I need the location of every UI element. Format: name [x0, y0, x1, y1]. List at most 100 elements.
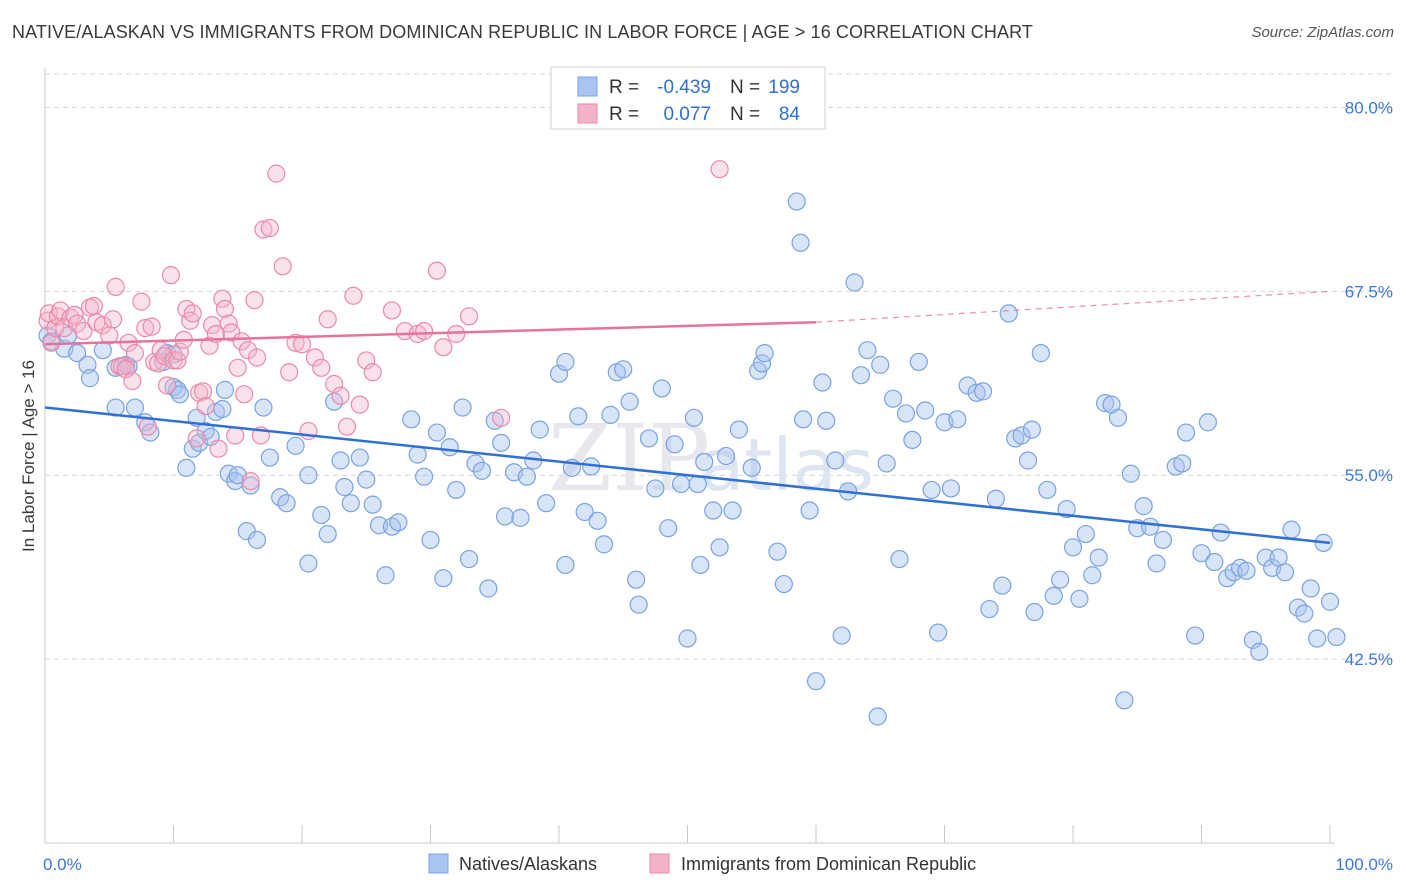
- natives-point: [639, 429, 659, 448]
- legend-swatch-blue: [577, 76, 598, 97]
- dominican-point: [286, 333, 305, 352]
- natives-point: [620, 392, 639, 411]
- natives-point: [845, 273, 864, 292]
- natives-point: [299, 554, 318, 573]
- natives-points: [38, 192, 1346, 726]
- dominican-point: [157, 376, 177, 395]
- dominican-point: [235, 385, 254, 404]
- dominican-point: [104, 310, 123, 329]
- natives-point: [1256, 548, 1275, 567]
- natives-point: [1031, 344, 1050, 363]
- natives-point: [1250, 642, 1269, 661]
- natives-point: [1176, 423, 1196, 442]
- dominican-trend-line: [44, 320, 817, 346]
- dominican-point: [492, 408, 511, 427]
- natives-point: [177, 458, 196, 477]
- dominican-point: [267, 164, 286, 183]
- natives-point: [1089, 548, 1108, 567]
- natives-point: [973, 382, 993, 401]
- dominican-point: [447, 324, 466, 344]
- natives-point: [472, 461, 491, 480]
- natives-point: [511, 508, 530, 527]
- natives-point: [774, 574, 793, 594]
- dominican-point: [241, 471, 260, 491]
- dominican-point: [427, 261, 447, 280]
- dominican-point: [434, 338, 453, 357]
- natives-point: [1108, 408, 1128, 427]
- natives-point: [588, 511, 607, 530]
- natives-point: [247, 530, 267, 550]
- natives-point: [318, 524, 337, 544]
- natives-point: [125, 398, 145, 417]
- natives-point: [877, 454, 896, 473]
- y-tick-label: 55.0%: [1345, 466, 1393, 485]
- dominican-point: [710, 160, 729, 179]
- natives-point: [787, 192, 806, 211]
- dominican-point: [51, 301, 70, 320]
- dominican-point: [350, 395, 369, 414]
- natives-point: [695, 452, 714, 472]
- natives-point: [1153, 530, 1173, 550]
- natives-point: [335, 477, 354, 497]
- dominican-point: [170, 342, 190, 361]
- natives-point: [1243, 630, 1263, 650]
- bottom-legend-label-dominican: Immigrants from Dominican Republic: [681, 854, 976, 874]
- dominican-point: [305, 348, 324, 367]
- dominican-point: [245, 291, 264, 310]
- natives-point: [1320, 592, 1340, 611]
- dominican-point: [200, 336, 219, 355]
- natives-point: [594, 535, 614, 554]
- trend-lines: [44, 290, 1331, 545]
- natives-point: [980, 599, 999, 619]
- natives-point: [440, 438, 459, 457]
- dominican-point: [161, 266, 181, 285]
- natives-point: [80, 369, 100, 388]
- natives-point: [402, 410, 421, 429]
- dominican-point: [125, 344, 145, 363]
- y-tick-label: 67.5%: [1345, 282, 1393, 301]
- dominican-point: [138, 417, 157, 436]
- natives-point: [832, 626, 851, 645]
- natives-point: [928, 623, 948, 642]
- natives-point: [659, 519, 678, 538]
- natives-point: [626, 570, 646, 589]
- dominican-point: [142, 317, 161, 336]
- natives-point: [537, 494, 556, 513]
- natives-point: [241, 476, 260, 495]
- dominican-point: [226, 426, 245, 445]
- natives-point: [704, 501, 723, 520]
- series-legend: Natives/Alaskans Immigrants from Dominic…: [428, 853, 976, 874]
- dominican-point: [273, 257, 292, 276]
- natives-point: [752, 354, 772, 373]
- natives-point: [414, 467, 434, 486]
- natives-point: [299, 466, 318, 485]
- dominican-trend-extension: [815, 290, 1331, 323]
- legend-r-label-1: R =: [609, 77, 639, 98]
- natives-point: [1301, 579, 1320, 598]
- natives-point: [678, 629, 697, 648]
- natives-point: [723, 501, 742, 520]
- natives-point: [1275, 563, 1295, 582]
- natives-point: [999, 304, 1018, 323]
- natives-point: [671, 474, 691, 494]
- dominican-point: [148, 354, 168, 373]
- natives-point: [817, 411, 836, 430]
- dominican-point: [196, 396, 215, 416]
- dominican-point: [280, 363, 299, 382]
- dominican-point: [209, 439, 228, 458]
- natives-point: [941, 479, 961, 498]
- natives-point: [1051, 570, 1070, 589]
- natives-point: [421, 530, 440, 550]
- dominican-point: [247, 348, 267, 367]
- natives-point: [948, 410, 967, 429]
- natives-point: [213, 399, 232, 419]
- natives-point: [813, 373, 832, 392]
- natives-point: [1012, 426, 1031, 445]
- natives-point: [575, 502, 594, 522]
- x-tick-labels: 0.0% 100.0%: [43, 855, 1393, 874]
- dominican-point: [183, 304, 202, 323]
- natives-point: [219, 464, 238, 483]
- natives-point: [215, 380, 234, 399]
- natives-point: [665, 435, 684, 454]
